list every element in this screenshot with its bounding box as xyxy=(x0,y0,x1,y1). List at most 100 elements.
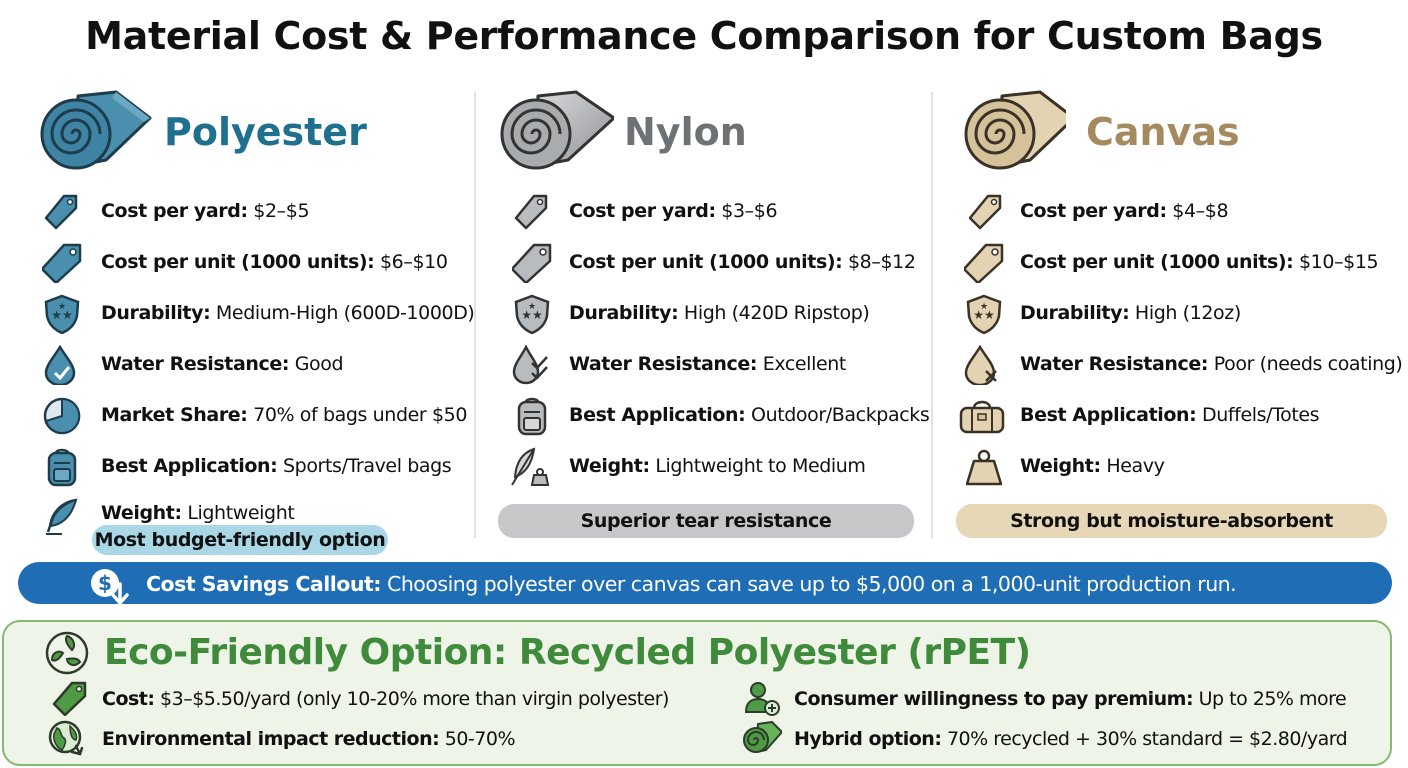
backpack-icon xyxy=(47,448,77,487)
spec-value: Poor (needs coating) xyxy=(1208,353,1403,375)
spec-row-cost-per-yard: Cost per yard: $4–$8 xyxy=(950,188,1390,232)
spec-row-durability: ★★ ★ Durability: High (420D Ripstop) xyxy=(498,290,928,334)
water-drop-x-icon xyxy=(964,345,997,385)
spec-value: $6–$10 xyxy=(374,251,448,273)
spec-value: Lightweight to Medium xyxy=(649,455,866,477)
spec-label: Weight: xyxy=(101,502,182,524)
material-name: Polyester xyxy=(164,110,367,154)
material-header: Polyester xyxy=(38,88,478,178)
spec-value: High (12oz) xyxy=(1129,302,1241,324)
spec-label: Cost per yard: xyxy=(1020,200,1167,222)
duffel-bag-icon xyxy=(959,400,1005,434)
highlight-pill: Superior tear resistance xyxy=(498,504,914,538)
spec-row-durability: ★★ ★ Durability: Medium-High (600D-1000D) xyxy=(38,290,478,334)
fabric-roll-icon xyxy=(743,721,782,753)
fabric-roll-icon xyxy=(500,90,614,170)
fabric-roll-icon xyxy=(40,90,152,170)
spec-row-cost-per-unit: Cost per unit (1000 units): $10–$15 xyxy=(950,239,1390,283)
svg-text:★: ★ xyxy=(58,302,66,312)
spec-label: Weight: xyxy=(569,455,650,477)
column-divider xyxy=(474,92,476,538)
highlight-pill: Strong but moisture-absorbent xyxy=(956,504,1387,538)
spec-value: Excellent xyxy=(757,353,847,375)
material-column-polyester: Polyester Cost per yard: $2–$5 Cost per … xyxy=(38,88,478,555)
spec-row-best-application: Best Application: Sports/Travel bags xyxy=(38,443,478,487)
spec-label: Cost per yard: xyxy=(101,200,248,222)
user-plus-icon xyxy=(744,682,780,716)
material-header: Canvas xyxy=(950,88,1390,178)
page-title: Material Cost & Performance Comparison f… xyxy=(85,14,1323,58)
eco-item-value: 50-70% xyxy=(439,728,516,750)
spec-label: Durability: xyxy=(1020,302,1130,324)
spec-label: Cost per unit (1000 units): xyxy=(101,251,375,273)
weight-icon xyxy=(965,449,1003,486)
spec-label: Cost per unit (1000 units): xyxy=(569,251,843,273)
highlight-pill: Most budget-friendly option xyxy=(92,525,388,555)
eco-item-label: Cost: xyxy=(102,688,155,710)
material-name: Canvas xyxy=(1086,110,1240,154)
spec-row-market-share: Market Share: 70% of bags under $50 xyxy=(38,392,478,436)
feather-icon xyxy=(46,498,78,535)
material-name: Nylon xyxy=(624,110,747,154)
price-tag-icon xyxy=(968,194,1002,230)
spec-row-best-application: Best Application: Outdoor/Backpacks xyxy=(498,392,930,436)
price-tag-icon xyxy=(512,243,552,283)
fabric-roll-icon xyxy=(964,90,1066,170)
spec-label: Market Share: xyxy=(101,404,248,426)
spec-row-weight: Weight: Lightweight to Medium xyxy=(498,443,928,487)
recycle-leaves-icon xyxy=(45,631,89,675)
spec-value: Duffels/Totes xyxy=(1196,404,1320,426)
spec-label: Cost per yard: xyxy=(569,200,716,222)
water-drops-check-icon xyxy=(512,345,548,385)
spec-row-weight: Weight: Heavy xyxy=(950,443,1390,487)
backpack-icon xyxy=(517,397,547,436)
feather-weight-icon xyxy=(511,447,550,486)
callout-text: Choosing polyester over canvas can save … xyxy=(380,572,1237,596)
eco-item-label: Environmental impact reduction: xyxy=(102,728,440,750)
spec-value: Sports/Travel bags xyxy=(277,455,452,477)
spec-label: Water Resistance: xyxy=(1020,353,1209,375)
shield-stars-icon: ★★★ xyxy=(514,294,550,334)
eco-title: Eco-Friendly Option: Recycled Polyester … xyxy=(104,632,1031,673)
spec-row-cost-per-yard: Cost per yard: $2–$5 xyxy=(38,188,478,232)
spec-label: Weight: xyxy=(1020,455,1101,477)
spec-row-best-application: Best Application: Duffels/Totes xyxy=(950,392,1390,436)
spec-row-water-resistance: Water Resistance: Excellent xyxy=(498,341,928,385)
spec-label: Durability: xyxy=(101,302,211,324)
spec-row-cost-per-unit: Cost per unit (1000 units): $8–$12 xyxy=(498,239,928,283)
spec-label: Durability: xyxy=(569,302,679,324)
eco-item-value: 70% recycled + 30% standard = $2.80/yard xyxy=(941,728,1348,750)
spec-row-water-resistance: Water Resistance: Good xyxy=(38,341,478,385)
price-tag-icon xyxy=(42,243,82,283)
spec-row-water-resistance: Water Resistance: Poor (needs coating) xyxy=(950,341,1403,385)
price-tag-icon xyxy=(52,681,87,716)
column-divider xyxy=(931,92,933,538)
spec-value: $10–$15 xyxy=(1293,251,1379,273)
eco-friendly-panel: Eco-Friendly Option: Recycled Polyester … xyxy=(2,620,1392,766)
material-column-nylon: Nylon Cost per yard: $3–$6 Cost per unit… xyxy=(498,88,930,548)
globe-recycle-icon xyxy=(48,720,84,756)
price-tag-icon xyxy=(44,194,78,230)
svg-text:★★: ★★ xyxy=(521,308,543,322)
svg-text:★: ★ xyxy=(980,302,988,312)
svg-text:★: ★ xyxy=(528,302,536,312)
svg-text:★★: ★★ xyxy=(51,308,73,322)
svg-text:★★: ★★ xyxy=(973,308,995,322)
spec-row-cost-per-unit: Cost per unit (1000 units): $6–$10 xyxy=(38,239,478,283)
svg-text:$: $ xyxy=(98,571,112,595)
pie-chart-icon xyxy=(43,397,81,435)
shield-stars-icon: ★★★ xyxy=(44,294,80,334)
spec-value: Heavy xyxy=(1100,455,1165,477)
spec-label: Best Application: xyxy=(1020,404,1197,426)
eco-item-value: Up to 25% more xyxy=(1193,688,1347,710)
eco-item-value: $3–$5.50/yard (only 10-20% more than vir… xyxy=(154,688,669,710)
eco-item-label: Consumer willingness to pay premium: xyxy=(794,688,1194,710)
callout-label: Cost Savings Callout: xyxy=(146,572,381,596)
spec-label: Water Resistance: xyxy=(101,353,290,375)
spec-row-weight: Weight: Lightweight xyxy=(38,492,478,536)
spec-value: High (420D Ripstop) xyxy=(678,302,870,324)
spec-row-durability: ★★ ★ Durability: High (12oz) xyxy=(950,290,1390,334)
spec-value: Good xyxy=(289,353,344,375)
spec-value: $2–$5 xyxy=(247,200,310,222)
price-tag-icon xyxy=(964,243,1004,283)
